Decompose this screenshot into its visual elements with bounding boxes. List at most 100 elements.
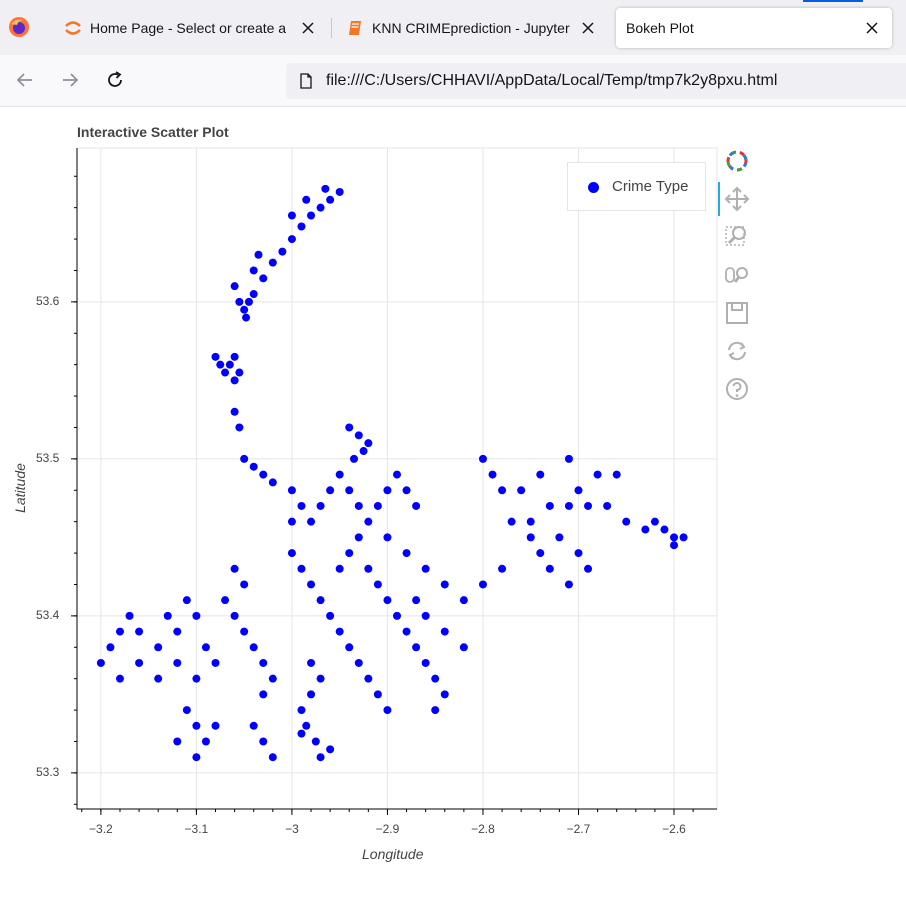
tab-knn-notebook[interactable]: KNN CRIMEprediction - Jupyter	[336, 8, 608, 48]
data-point[interactable]	[216, 360, 225, 369]
data-point[interactable]	[421, 564, 430, 573]
data-point[interactable]	[603, 501, 612, 510]
data-point[interactable]	[564, 454, 573, 463]
data-point[interactable]	[545, 564, 554, 573]
data-point[interactable]	[244, 297, 253, 306]
data-point[interactable]	[230, 282, 239, 291]
data-point[interactable]	[660, 525, 669, 534]
data-point[interactable]	[564, 501, 573, 510]
help-icon[interactable]	[724, 376, 750, 402]
data-point[interactable]	[316, 674, 325, 683]
data-point[interactable]	[135, 627, 144, 636]
data-point[interactable]	[316, 753, 325, 762]
pan-icon[interactable]	[724, 186, 750, 212]
data-point[interactable]	[230, 352, 239, 361]
data-point[interactable]	[498, 486, 507, 495]
bokeh-logo-icon[interactable]	[724, 148, 750, 174]
data-point[interactable]	[307, 580, 316, 589]
data-point[interactable]	[354, 658, 363, 667]
tab-bokeh-plot[interactable]: Bokeh Plot	[616, 8, 892, 48]
data-point[interactable]	[326, 611, 335, 620]
data-point[interactable]	[316, 501, 325, 510]
data-point[interactable]	[268, 258, 277, 267]
data-point[interactable]	[307, 690, 316, 699]
data-point[interactable]	[249, 266, 258, 275]
data-point[interactable]	[311, 737, 320, 746]
data-point[interactable]	[641, 525, 650, 534]
data-point[interactable]	[412, 643, 421, 652]
data-point[interactable]	[670, 541, 679, 550]
data-point[interactable]	[240, 580, 249, 589]
data-point[interactable]	[536, 549, 545, 558]
save-icon[interactable]	[724, 300, 750, 326]
legend[interactable]: Crime Type	[567, 162, 706, 211]
data-point[interactable]	[440, 627, 449, 636]
data-point[interactable]	[584, 564, 593, 573]
data-point[interactable]	[354, 533, 363, 542]
data-point[interactable]	[526, 517, 535, 526]
data-point[interactable]	[321, 184, 330, 193]
page-icon[interactable]	[298, 73, 314, 89]
data-point[interactable]	[115, 627, 124, 636]
data-point[interactable]	[242, 313, 251, 322]
data-point[interactable]	[498, 564, 507, 573]
url-text[interactable]: file:///C:/Users/CHHAVI/AppData/Local/Te…	[326, 72, 778, 89]
data-point[interactable]	[154, 674, 163, 683]
data-point[interactable]	[201, 643, 210, 652]
data-point[interactable]	[125, 611, 134, 620]
data-point[interactable]	[345, 643, 354, 652]
data-point[interactable]	[192, 674, 201, 683]
data-point[interactable]	[345, 486, 354, 495]
data-point[interactable]	[173, 627, 182, 636]
data-point[interactable]	[278, 247, 287, 256]
data-point[interactable]	[440, 580, 449, 589]
data-point[interactable]	[287, 486, 296, 495]
data-point[interactable]	[393, 470, 401, 479]
data-point[interactable]	[364, 517, 373, 526]
data-point[interactable]	[268, 753, 277, 762]
data-point[interactable]	[335, 627, 344, 636]
data-point[interactable]	[316, 596, 325, 605]
data-point[interactable]	[240, 305, 249, 314]
data-point[interactable]	[335, 564, 344, 573]
data-point[interactable]	[249, 721, 258, 730]
data-point[interactable]	[383, 596, 392, 605]
data-point[interactable]	[574, 549, 583, 558]
data-point[interactable]	[421, 611, 430, 620]
data-point[interactable]	[240, 627, 249, 636]
data-point[interactable]	[173, 658, 182, 667]
data-point[interactable]	[584, 501, 593, 510]
data-point[interactable]	[402, 627, 411, 636]
forward-icon[interactable]	[59, 69, 81, 91]
data-point[interactable]	[679, 533, 688, 542]
data-point[interactable]	[545, 501, 554, 510]
data-point[interactable]	[440, 690, 449, 699]
data-point[interactable]	[302, 195, 311, 204]
data-point[interactable]	[230, 407, 239, 416]
data-point[interactable]	[373, 580, 382, 589]
data-point[interactable]	[383, 706, 392, 715]
data-point[interactable]	[259, 274, 268, 283]
data-point[interactable]	[173, 737, 182, 746]
close-icon[interactable]	[300, 20, 316, 36]
data-point[interactable]	[612, 470, 621, 479]
data-point[interactable]	[297, 729, 306, 738]
box-zoom-icon[interactable]	[724, 223, 750, 249]
data-point[interactable]	[182, 596, 191, 605]
data-point[interactable]	[297, 706, 306, 715]
data-point[interactable]	[364, 439, 373, 448]
data-point[interactable]	[235, 297, 244, 306]
data-point[interactable]	[373, 690, 382, 699]
data-point[interactable]	[359, 447, 368, 456]
data-point[interactable]	[431, 706, 440, 715]
data-point[interactable]	[402, 486, 411, 495]
data-point[interactable]	[536, 470, 545, 479]
data-point[interactable]	[326, 486, 335, 495]
data-point[interactable]	[307, 517, 316, 526]
data-point[interactable]	[345, 423, 354, 432]
data-point[interactable]	[459, 643, 468, 652]
data-point[interactable]	[421, 658, 430, 667]
data-point[interactable]	[302, 721, 311, 730]
data-point[interactable]	[211, 721, 220, 730]
data-point[interactable]	[192, 721, 201, 730]
